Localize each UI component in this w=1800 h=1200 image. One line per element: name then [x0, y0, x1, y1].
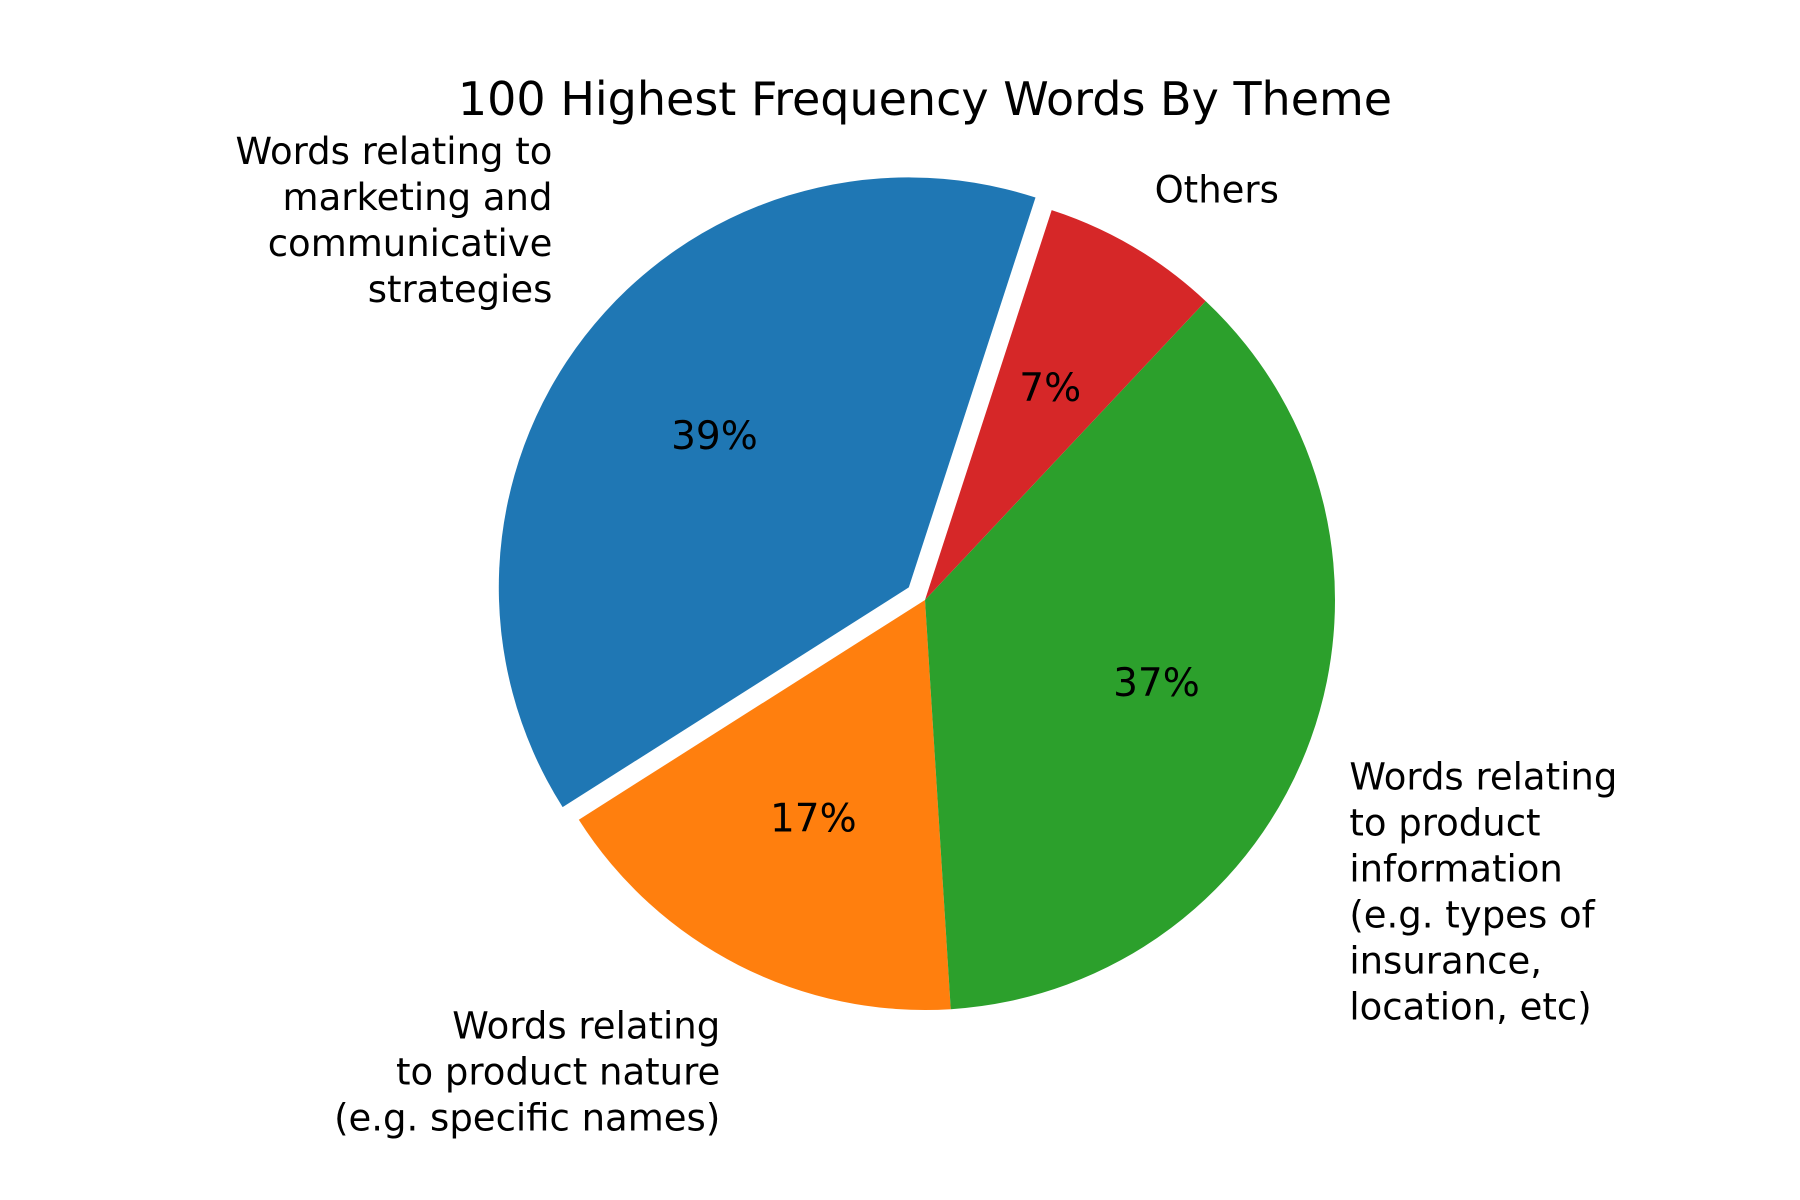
- pie-slice-label-line: location, etc): [1349, 986, 1591, 1029]
- pie-slice-label-3: Others: [1155, 169, 1279, 212]
- pie-labels: Words relating to marketing and communicat…: [236, 130, 1618, 1140]
- pie-slice-label-line: strategies: [368, 268, 553, 311]
- pie-slice-label-line: insurance,: [1349, 940, 1542, 983]
- pie-slice-label-2: Words relating to product information (e.g.…: [1349, 756, 1617, 1029]
- pie-percent-label-0: 39%: [671, 414, 758, 459]
- pie-percent-label-1: 17%: [770, 797, 857, 842]
- pie-slice-label-line: communicative: [268, 222, 553, 265]
- pie-slice-label-line: (e.g. specific names): [334, 1097, 720, 1140]
- pie-percent-label-3: 7%: [1019, 366, 1081, 411]
- pie-slice-label-line: information: [1349, 848, 1563, 891]
- pie-percent-labels: 39% 17% 37% 7%: [671, 366, 1200, 842]
- pie-slice-label-line: Words relating to: [236, 130, 553, 173]
- pie-slice-3: [925, 210, 1206, 600]
- pie-slice-label-line: Words relating: [1349, 756, 1617, 799]
- pie-percent-label-2: 37%: [1113, 661, 1200, 706]
- pie-slice-0: [498, 177, 1036, 808]
- chart-title: 100 Highest Frequency Words By Theme: [458, 72, 1392, 126]
- pie-slice-label-0: Words relating to marketing and communicat…: [236, 130, 553, 311]
- pie-slice-label-line: Words relating: [452, 1005, 720, 1048]
- pie-slice-label-line: to product: [1349, 802, 1540, 845]
- pie-slice-label-line: (e.g. types of: [1349, 894, 1595, 937]
- pie-slice-2: [925, 301, 1336, 1010]
- pie-slices: [498, 177, 1336, 1010]
- pie-slice-label-line: marketing and: [283, 176, 553, 219]
- pie-slice-1: [578, 600, 951, 1010]
- pie-slice-label-line: Others: [1155, 169, 1279, 212]
- pie-slice-label-1: Words relating to product nature (e.g. spe…: [334, 1005, 720, 1140]
- pie-slice-label-line: to product nature: [396, 1051, 720, 1094]
